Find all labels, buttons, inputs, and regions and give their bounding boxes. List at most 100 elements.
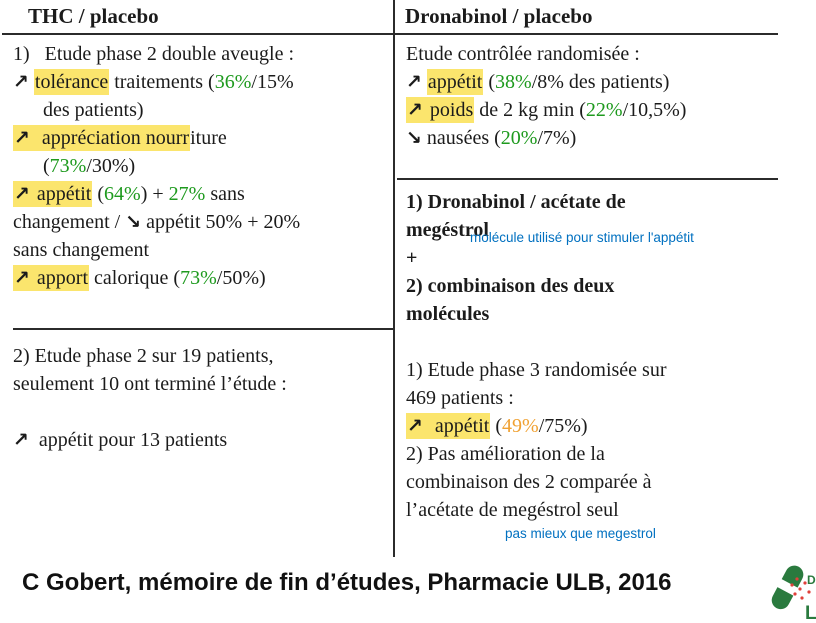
text-segment: apport [30, 265, 90, 291]
text-segment: /75%) [538, 415, 588, 437]
text-line: 1) Etude phase 3 randomisée sur [406, 356, 778, 384]
text-segment: appétit 50% + 20% [141, 211, 301, 233]
text-segment: /30%) [86, 155, 136, 177]
text-segment: sans changement [13, 239, 150, 261]
text-line: des patients) [13, 96, 393, 124]
text-line: ↗ apport calorique (73%/50%) [13, 264, 393, 292]
text-segment: l’acétate de megéstrol seul [406, 499, 619, 521]
text-line: ↗ appétit (64%) + 27% sans [13, 180, 393, 208]
text-segment: 38% [495, 71, 532, 93]
text-line: 1) Dronabinol / acétate de [406, 188, 778, 216]
text-segment: 20% [500, 127, 538, 149]
text-segment: 27% [168, 183, 206, 205]
text-line: ↗ appréciation nourriture [13, 124, 393, 152]
arrow-up-icon: ↗ [13, 429, 29, 451]
text-segment: ( [490, 415, 503, 437]
text-segment: /7%) [537, 127, 577, 149]
text-segment: 73% [49, 155, 87, 177]
text-line: 2) Etude phase 2 sur 19 patients, [13, 342, 393, 370]
text-segment: Etude contrôlée randomisée : [406, 43, 640, 65]
text-line: Etude contrôlée randomisée : [406, 40, 778, 68]
text-segment: 469 patients : [406, 387, 514, 409]
text-line: 1) Etude phase 2 double aveugle : [13, 40, 393, 68]
dronabinol-megestrol-cell: molécule utilisé pour stimuler l'appétit… [406, 188, 778, 541]
text-line: (73%/30%) [13, 152, 393, 180]
text-segment: de 2 kg min ( [474, 99, 586, 121]
text-segment: des patients) [43, 99, 144, 121]
text-segment: ( [92, 183, 105, 205]
text-line: ↗ appétit (38%/8% des patients) [406, 68, 778, 96]
text-segment: ) + [140, 183, 169, 205]
text-line [13, 398, 393, 426]
text-line: molécules [406, 300, 778, 328]
column-header-thc: THC / placebo [28, 4, 159, 28]
text-line: seulement 10 ont terminé l’étude : [13, 370, 393, 398]
text-segment: 1) Etude phase 3 randomisée sur [406, 359, 667, 381]
text-segment: molécules [406, 303, 490, 325]
text-line: 2) Pas amélioration de la [406, 440, 778, 468]
text-line: megéstrol [406, 216, 778, 244]
text-line: changement / ↘ appétit 50% + 20% [13, 208, 393, 236]
logo-letter-l: L [805, 603, 816, 623]
text-segment: 49% [502, 415, 539, 437]
arrow-up-icon: ↗ [406, 97, 424, 123]
right-row-divider [397, 178, 778, 180]
megestrol-annotation: molécule utilisé pour stimuler l'appétit [470, 230, 694, 245]
text-line: l’acétate de megéstrol seul [406, 496, 778, 524]
text-segment: sans [205, 183, 245, 205]
text-segment: /50%) [216, 267, 266, 289]
text-segment: /8% des patients) [531, 71, 670, 93]
text-line: ↗ appétit (49%/75%) [406, 412, 778, 440]
text-segment: poids [423, 97, 475, 123]
text-segment: /15% [251, 71, 294, 93]
arrow-up-icon: ↗ [406, 71, 422, 93]
left-row-divider [13, 328, 393, 330]
text-segment: nausées ( [421, 127, 501, 149]
text-line: 2) combinaison des deux [406, 272, 778, 300]
text-line: ↗ poids de 2 kg min (22%/10,5%) [406, 96, 778, 124]
text-segment: + [406, 247, 418, 269]
text-segment: 2) combinaison des deux [406, 275, 615, 297]
pharmacy-logo: D L [771, 565, 816, 623]
comparison-annotation: pas mieux que megestrol [505, 526, 656, 541]
text-line: + [406, 244, 778, 272]
text-line: ↗ tolérance traitements (36%/15% [13, 68, 393, 96]
text-line: sans changement [13, 236, 393, 264]
text-segment: calorique ( [89, 267, 181, 289]
arrow-up-icon: ↗ [406, 413, 424, 439]
arrow-down-icon: ↘ [406, 127, 422, 149]
text-line: ↗ appétit pour 13 patients [13, 426, 393, 454]
text-segment: /10,5%) [622, 99, 687, 121]
text-segment: 1) Dronabinol / acétate de [406, 191, 626, 213]
text-segment: 22% [585, 99, 623, 121]
text-line: combinaison des 2 comparée à [406, 468, 778, 496]
table-column-divider [393, 0, 395, 557]
text-segment: 1) Etude phase 2 double aveugle : [13, 43, 295, 65]
arrow-up-icon: ↗ [13, 71, 29, 93]
text-segment: combinaison des 2 comparée à [406, 471, 652, 493]
text-line: 469 patients : [406, 384, 778, 412]
text-segment: changement / [13, 211, 126, 233]
text-segment: 2) Etude phase 2 sur 19 patients, [13, 345, 274, 367]
arrow-up-icon: ↗ [13, 265, 31, 291]
text-segment: tolérance [33, 69, 110, 95]
thc-study2-cell: 2) Etude phase 2 sur 19 patients, seuleme… [13, 342, 393, 454]
text-segment: appétit pour 13 patients [28, 429, 228, 451]
thc-study1-cell: 1) Etude phase 2 double aveugle : ↗ tolér… [13, 40, 393, 292]
arrow-up-icon: ↗ [13, 125, 31, 151]
capsule-icon [771, 565, 804, 610]
text-segment: ( [483, 71, 496, 93]
logo-dots [790, 577, 811, 600]
text-line: ↘ nausées (20%/7%) [406, 124, 778, 152]
dronabinol-study1-cell: Etude contrôlée randomisée : ↗ appétit (3… [406, 40, 778, 152]
text-segment: 73% [180, 267, 217, 289]
text-segment: appétit [426, 69, 484, 95]
text-segment: megéstrol [406, 219, 489, 241]
text-segment: appréciation nourr [30, 125, 191, 151]
logo-letter-d: D [807, 573, 816, 587]
text-segment: 2) Pas amélioration de la [406, 443, 605, 465]
text-line [406, 328, 778, 356]
text-segment: seulement 10 ont terminé l’étude : [13, 373, 287, 395]
table-header-underline [2, 33, 778, 35]
